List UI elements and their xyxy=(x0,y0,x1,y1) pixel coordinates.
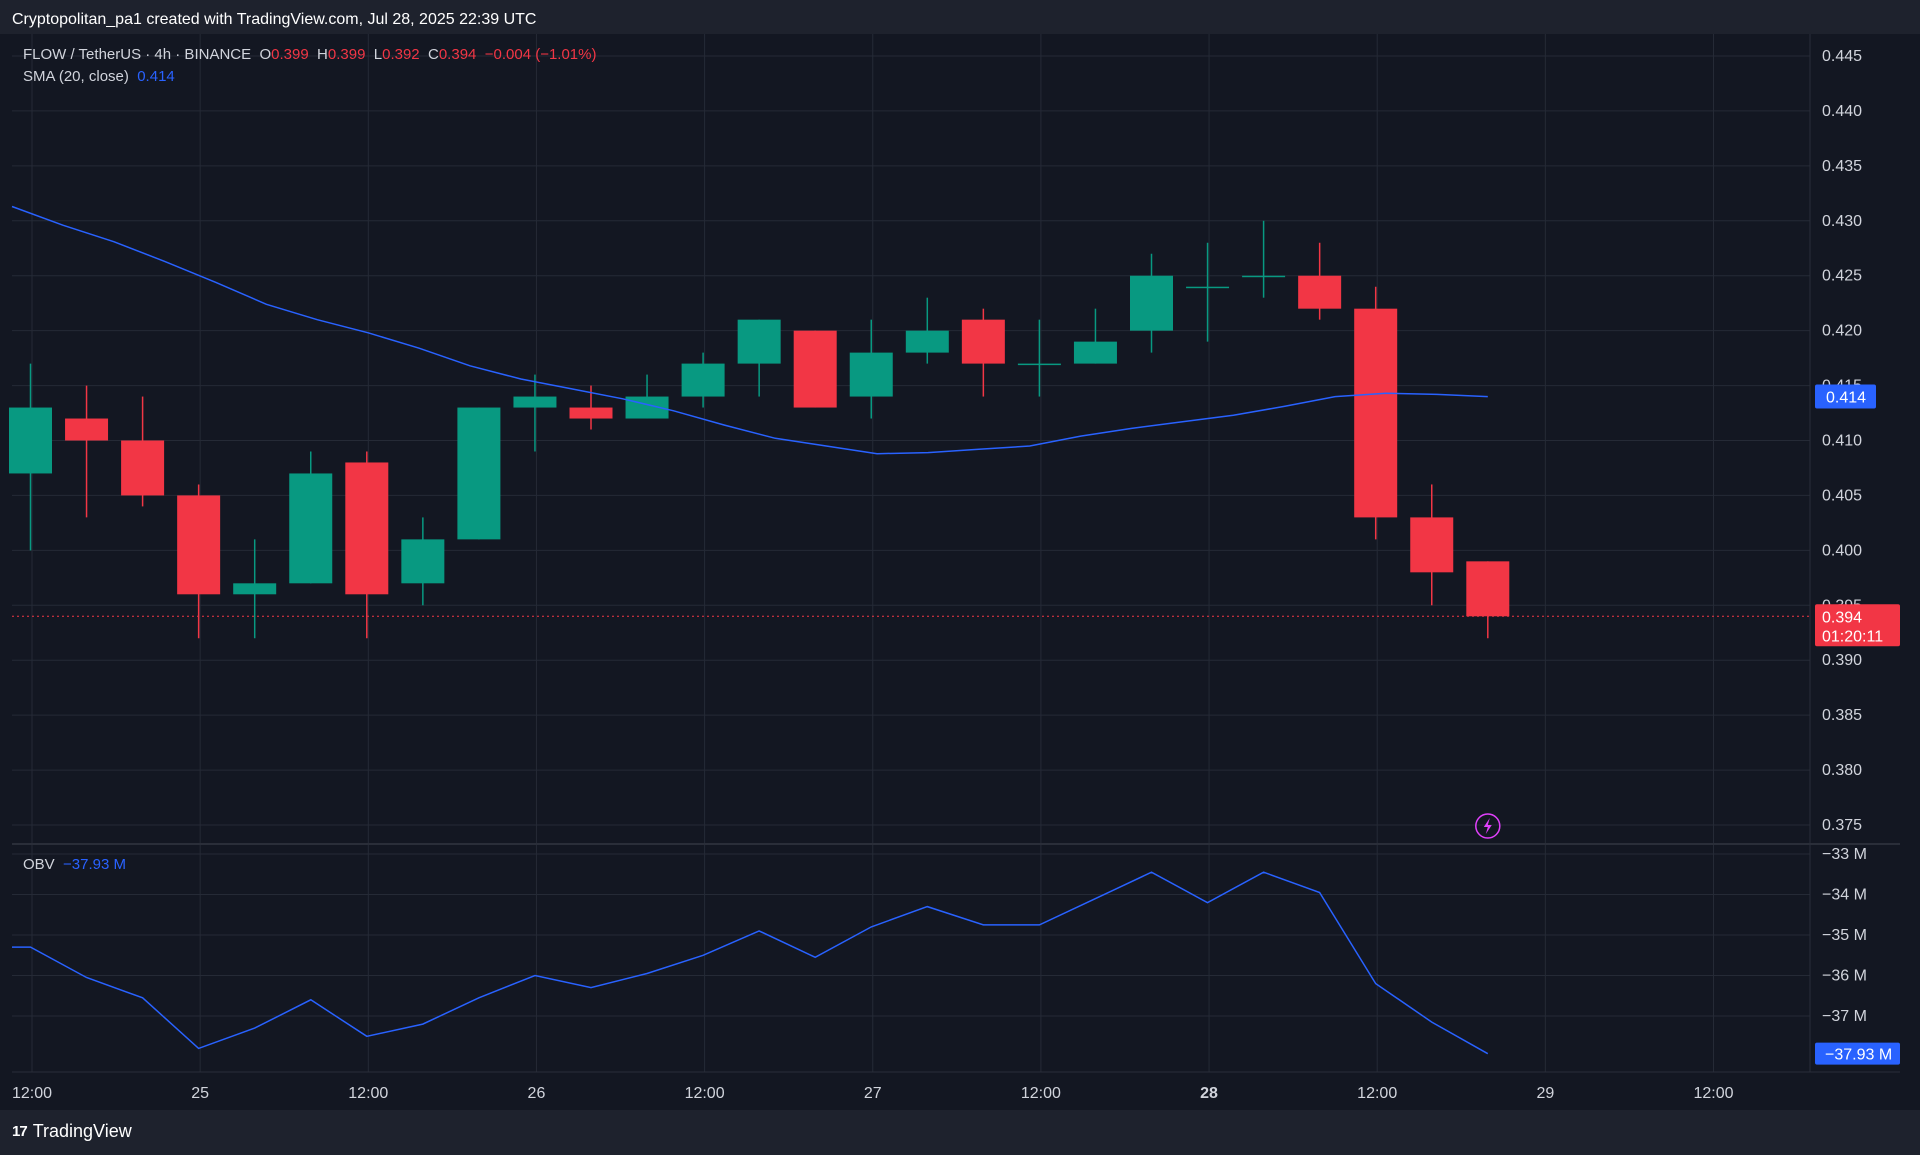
time-tick-label: 12:00 xyxy=(348,1085,388,1102)
time-tick-label: 28 xyxy=(1200,1085,1218,1102)
change-value: −0.004 (−1.01%) xyxy=(484,46,597,63)
price-tick-label: 0.375 xyxy=(1822,817,1862,834)
candle-up xyxy=(1130,275,1173,331)
close-value: 0.394 xyxy=(438,46,477,63)
sma-price-tag-text: 0.414 xyxy=(1826,390,1866,407)
candle-down xyxy=(1354,308,1398,518)
sma-series xyxy=(11,205,1488,455)
candle-down xyxy=(121,440,165,496)
open-value: 0.399 xyxy=(271,46,309,63)
candle-up xyxy=(681,363,725,397)
candle-down xyxy=(793,330,837,408)
candle-up xyxy=(233,583,277,595)
close-label: C xyxy=(428,46,439,63)
obv-legend: OBV −37.93 M xyxy=(23,856,126,873)
price-tick-label: 0.435 xyxy=(1822,158,1862,175)
sma-price-tag xyxy=(1815,384,1876,409)
candle-up xyxy=(289,473,333,584)
low-label: L xyxy=(373,46,383,63)
sma-label: SMA (20, close) xyxy=(23,68,129,85)
time-tick-label: 12:00 xyxy=(685,1085,725,1102)
attribution-text: Cryptopolitan_pa1 created with TradingVi… xyxy=(12,11,537,28)
price-tick-label: 0.410 xyxy=(1822,433,1862,450)
candle-down xyxy=(65,418,109,441)
obv-series xyxy=(12,871,1489,1055)
tradingview-logo[interactable]: 17 TradingView xyxy=(12,1121,132,1142)
sma-value: 0.414 xyxy=(137,68,175,85)
price-tick-label: 0.430 xyxy=(1822,213,1862,230)
price-tick-label: 0.385 xyxy=(1822,707,1862,724)
obv-tick-label: −36 M xyxy=(1822,968,1867,985)
obv-label: OBV xyxy=(23,856,55,873)
symbol-legend: FLOW / TetherUS · 4h · BINANCE O0.399 H0… xyxy=(23,46,596,63)
sma-line xyxy=(11,205,1488,455)
candle-up xyxy=(401,539,445,584)
sma-legend: SMA (20, close) 0.414 xyxy=(23,68,175,85)
candle-down xyxy=(177,495,221,595)
obv-tick-label: −34 M xyxy=(1822,887,1867,904)
price-labels: 0.414 0.394 01:20:11 −37.93 M xyxy=(12,384,1900,1065)
candle-up xyxy=(513,396,557,408)
tradingview-brand: TradingView xyxy=(32,1121,132,1141)
candle-up xyxy=(1073,341,1117,364)
time-tick-label: 29 xyxy=(1536,1085,1554,1102)
price-tick-label: 0.420 xyxy=(1822,323,1862,340)
price-tick-label: 0.425 xyxy=(1822,268,1862,285)
current-price-tag-text: 0.394 xyxy=(1822,609,1862,626)
candle-up xyxy=(905,330,949,353)
candle-up xyxy=(1017,363,1061,366)
obv-line xyxy=(12,871,1489,1055)
obv-value: −37.93 M xyxy=(63,856,126,873)
time-tick-label: 25 xyxy=(191,1085,209,1102)
obv-tick-label: −37 M xyxy=(1822,1008,1867,1025)
price-tick-label: 0.440 xyxy=(1822,103,1862,120)
symbol-name: FLOW / TetherUS · 4h · BINANCE xyxy=(23,46,252,63)
time-tick-label: 12:00 xyxy=(1693,1085,1733,1102)
candle-down xyxy=(569,407,613,419)
high-value: 0.399 xyxy=(327,46,366,63)
footer-bar xyxy=(0,1110,1920,1155)
open-label: O xyxy=(259,46,272,63)
time-tick-label: 12:00 xyxy=(12,1085,52,1102)
price-tick-label: 0.390 xyxy=(1822,652,1862,669)
time-tick-label: 12:00 xyxy=(1357,1085,1397,1102)
price-tick-label: 0.380 xyxy=(1822,762,1862,779)
low-value: 0.392 xyxy=(382,46,420,63)
time-tick-label: 26 xyxy=(528,1085,546,1102)
lightning-bolt-icon xyxy=(1483,818,1492,834)
current-price-tag xyxy=(1815,604,1900,647)
price-tick-label: 0.400 xyxy=(1822,542,1862,559)
time-tick-label: 12:00 xyxy=(1021,1085,1061,1102)
obv-tick-label: −35 M xyxy=(1822,927,1867,944)
candle-down xyxy=(1298,275,1342,309)
candle-down xyxy=(1466,561,1510,617)
obv-value-tag-text: −37.93 M xyxy=(1825,1047,1892,1064)
obv-value-tag xyxy=(1815,1042,1900,1065)
obv-tick-label: −33 M xyxy=(1822,846,1867,863)
price-tick-label: 0.445 xyxy=(1822,48,1862,65)
candle-up xyxy=(737,319,781,364)
price-tick-label: 0.405 xyxy=(1822,487,1862,504)
candle-up xyxy=(1186,286,1230,289)
attribution-bar: Cryptopolitan_pa1 created with TradingVi… xyxy=(0,0,1920,34)
candle-down xyxy=(1410,517,1454,573)
tradingview-mark-icon: 17 xyxy=(12,1123,28,1140)
lightning-icon xyxy=(1475,813,1501,839)
candle-up xyxy=(1242,275,1286,278)
candle-down xyxy=(345,462,389,595)
countdown-text: 01:20:11 xyxy=(1822,628,1883,645)
candle-down xyxy=(961,319,1005,364)
candle-up xyxy=(849,352,893,397)
candlestick-series xyxy=(9,220,1510,639)
candle-up xyxy=(9,407,52,474)
candle-up xyxy=(457,407,501,540)
high-label: H xyxy=(317,46,328,63)
time-tick-label: 27 xyxy=(864,1085,882,1102)
chart-area[interactable]: 0.4450.4400.4350.4300.4250.4200.4150.410… xyxy=(0,34,1920,1110)
